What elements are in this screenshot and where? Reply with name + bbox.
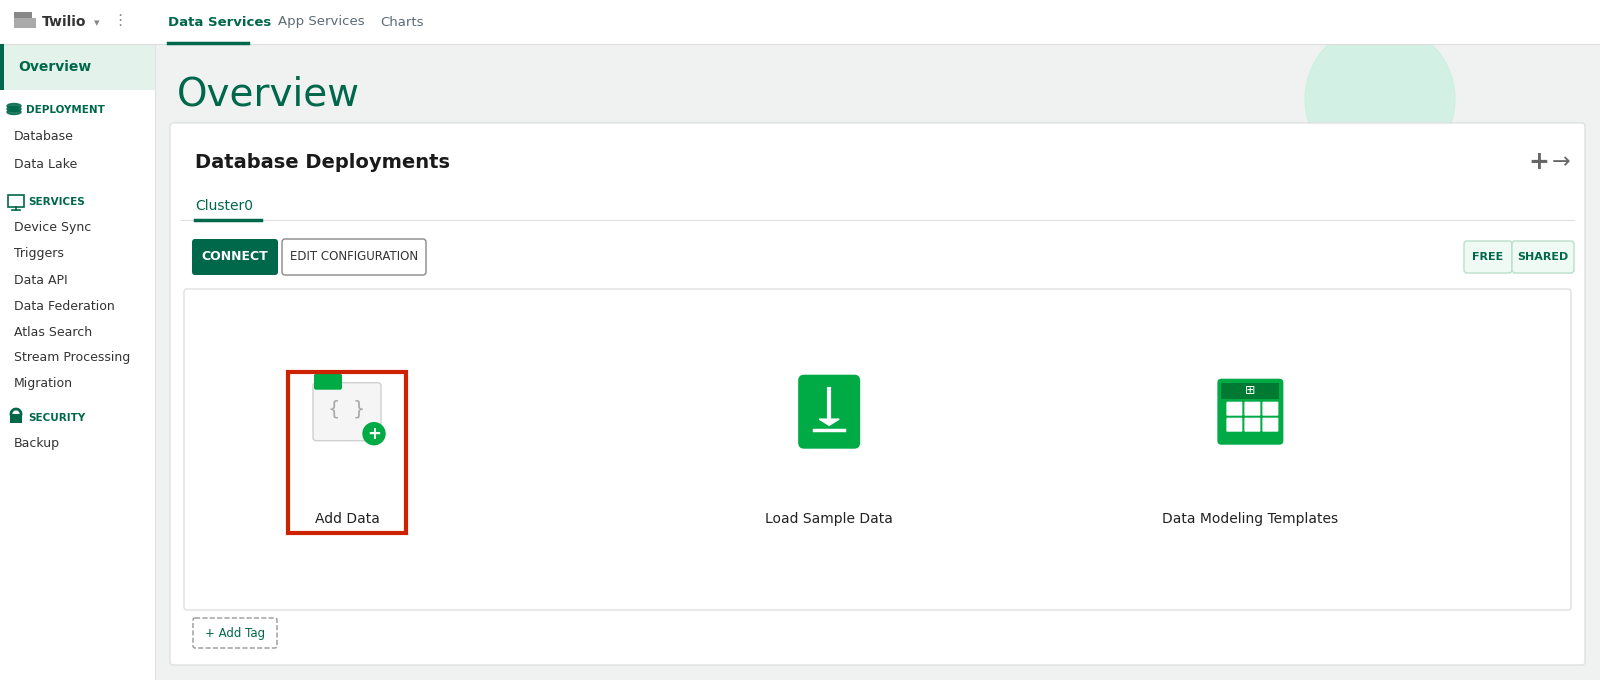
Text: ⊞: ⊞ bbox=[1245, 384, 1256, 397]
FancyBboxPatch shape bbox=[0, 44, 3, 90]
FancyBboxPatch shape bbox=[1245, 418, 1261, 432]
Text: FREE: FREE bbox=[1472, 252, 1504, 262]
Text: SECURITY: SECURITY bbox=[29, 413, 85, 423]
FancyBboxPatch shape bbox=[1512, 241, 1574, 273]
Text: ▾: ▾ bbox=[94, 18, 99, 28]
Text: CONNECT: CONNECT bbox=[202, 250, 269, 263]
Text: Data Federation: Data Federation bbox=[14, 299, 115, 313]
FancyBboxPatch shape bbox=[194, 618, 277, 648]
Circle shape bbox=[363, 423, 386, 445]
FancyBboxPatch shape bbox=[1262, 402, 1278, 415]
Text: Load Sample Data: Load Sample Data bbox=[765, 512, 893, 526]
FancyBboxPatch shape bbox=[14, 18, 35, 28]
Text: Data Modeling Templates: Data Modeling Templates bbox=[1162, 512, 1339, 526]
FancyBboxPatch shape bbox=[14, 12, 32, 24]
FancyBboxPatch shape bbox=[1221, 383, 1280, 398]
FancyBboxPatch shape bbox=[1464, 241, 1512, 273]
Text: ▪: ▪ bbox=[16, 15, 26, 29]
Text: →: → bbox=[1552, 152, 1571, 172]
Text: ⋮: ⋮ bbox=[112, 14, 128, 29]
FancyBboxPatch shape bbox=[1226, 402, 1242, 415]
Ellipse shape bbox=[6, 107, 21, 112]
Text: {  }: { } bbox=[328, 399, 366, 418]
FancyBboxPatch shape bbox=[314, 383, 381, 441]
Text: Database: Database bbox=[14, 129, 74, 143]
Text: + Add Tag: + Add Tag bbox=[205, 626, 266, 639]
FancyBboxPatch shape bbox=[184, 289, 1571, 610]
Text: Atlas Search: Atlas Search bbox=[14, 326, 93, 339]
Text: Triggers: Triggers bbox=[14, 248, 64, 260]
Text: Database Deployments: Database Deployments bbox=[195, 152, 450, 171]
FancyBboxPatch shape bbox=[0, 44, 155, 90]
FancyBboxPatch shape bbox=[170, 123, 1586, 665]
Text: Twilio: Twilio bbox=[42, 15, 86, 29]
Ellipse shape bbox=[6, 103, 21, 109]
Text: SHARED: SHARED bbox=[1517, 252, 1568, 262]
Text: SERVICES: SERVICES bbox=[29, 197, 85, 207]
FancyBboxPatch shape bbox=[1245, 402, 1261, 415]
FancyBboxPatch shape bbox=[1226, 418, 1242, 432]
Circle shape bbox=[1306, 24, 1454, 174]
Text: Migration: Migration bbox=[14, 377, 74, 390]
FancyBboxPatch shape bbox=[314, 374, 342, 390]
FancyBboxPatch shape bbox=[1262, 418, 1278, 432]
Text: Overview: Overview bbox=[178, 75, 360, 113]
FancyBboxPatch shape bbox=[1218, 379, 1283, 445]
Text: Add Data: Add Data bbox=[315, 512, 379, 526]
FancyBboxPatch shape bbox=[0, 44, 155, 680]
FancyBboxPatch shape bbox=[798, 375, 861, 449]
Polygon shape bbox=[819, 419, 838, 426]
Text: DEPLOYMENT: DEPLOYMENT bbox=[26, 105, 106, 115]
Text: Cluster0: Cluster0 bbox=[195, 199, 253, 213]
FancyBboxPatch shape bbox=[0, 0, 1600, 44]
FancyBboxPatch shape bbox=[282, 239, 426, 275]
FancyBboxPatch shape bbox=[192, 239, 278, 275]
Ellipse shape bbox=[6, 109, 21, 114]
Text: Stream Processing: Stream Processing bbox=[14, 352, 130, 364]
Text: Data Lake: Data Lake bbox=[14, 158, 77, 171]
Text: +: + bbox=[1528, 150, 1549, 174]
FancyBboxPatch shape bbox=[155, 44, 1600, 680]
Text: App Services: App Services bbox=[278, 16, 365, 29]
Text: EDIT CONFIGURATION: EDIT CONFIGURATION bbox=[290, 250, 418, 263]
Text: Data Services: Data Services bbox=[168, 16, 272, 29]
Text: Charts: Charts bbox=[381, 16, 424, 29]
Text: +: + bbox=[366, 425, 381, 443]
Text: Device Sync: Device Sync bbox=[14, 222, 91, 235]
Text: Data API: Data API bbox=[14, 273, 67, 286]
FancyBboxPatch shape bbox=[10, 414, 22, 423]
Text: Overview: Overview bbox=[18, 60, 91, 74]
Text: Backup: Backup bbox=[14, 437, 61, 450]
